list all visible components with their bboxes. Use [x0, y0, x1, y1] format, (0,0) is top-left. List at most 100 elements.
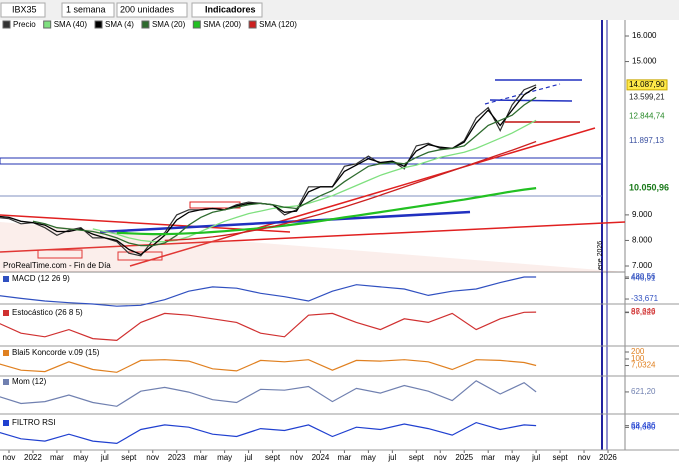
trend-line [99, 210, 471, 234]
x-tick-label: nov [3, 453, 16, 462]
symbol-box[interactable] [0, 2, 46, 18]
indicators-box[interactable] [191, 2, 263, 18]
panel-tick-label: 446,91 [631, 274, 656, 283]
series-line [164, 140, 537, 242]
panel-tick-label: 100 [631, 354, 645, 363]
panel-line [0, 421, 537, 445]
series-line [92, 119, 537, 243]
zone-box [117, 251, 163, 261]
panel-icon [3, 379, 9, 385]
period[interactable]: 1 semana [66, 4, 106, 14]
x-tick-label: nov [146, 453, 159, 462]
panel-line [0, 380, 537, 407]
x-tick-label: sept [265, 453, 281, 462]
price-label: 14.087,90 [629, 80, 665, 89]
x-tick-label: mar [50, 453, 64, 462]
price-label-box [627, 183, 667, 194]
y-tick-label: 15.000 [632, 57, 657, 66]
zone-box [37, 249, 83, 259]
panel-tick-label: 87,229 [631, 308, 656, 317]
panel-label: Estocástico (26 8 5) [12, 308, 83, 317]
x-tick-label: 2023 [168, 453, 186, 462]
x-tick-label: sept [121, 453, 137, 462]
legend-entry: SMA (200) [203, 20, 241, 29]
symbol[interactable]: IBX35 [12, 4, 37, 14]
x-tick-label: mar [338, 453, 352, 462]
y-tick-label: 8.000 [632, 236, 653, 245]
x-tick-label: may [361, 453, 376, 462]
x-tick-label: 2022 [24, 453, 42, 462]
x-tick-label: nov [578, 453, 591, 462]
panel-tick-label: 480,56 [631, 272, 656, 281]
panel-icon [3, 276, 9, 282]
legend-swatch [94, 20, 103, 29]
price-label-box [626, 79, 668, 91]
units-box[interactable] [116, 2, 188, 18]
price-label: 10.050,96 [629, 182, 669, 192]
legend-swatch [2, 20, 11, 29]
panel-icon [3, 350, 9, 356]
x-tick-label: jul [387, 453, 396, 462]
panel-label: MACD (12 26 9) [12, 274, 70, 283]
panel-tick-label: 200 [631, 347, 645, 356]
watermark: ProRealTime.com - Fin de Día [3, 261, 111, 270]
x-tick-label: 2026 [599, 453, 617, 462]
marker-label: ene 2026 [597, 241, 604, 270]
x-tick-label: jul [100, 453, 109, 462]
panel-tick-label: 64,660 [631, 422, 656, 431]
legend-entry: SMA (20) [152, 20, 186, 29]
panel-tick-label: 621,20 [631, 387, 656, 396]
x-tick-label: nov [290, 453, 303, 462]
x-tick-label: jul [531, 453, 540, 462]
series-line [32, 96, 537, 247]
panel-tick-label: 68,436 [631, 421, 656, 430]
legend-entry: SMA (40) [54, 20, 88, 29]
legend-entry: SMA (120) [259, 20, 297, 29]
panel-tick-label: 7,0324 [631, 361, 656, 370]
channel-line [484, 83, 561, 105]
panel-icon [3, 310, 9, 316]
indicators[interactable]: Indicadores [205, 4, 256, 14]
x-tick-label: jul [244, 453, 253, 462]
legend-swatch [192, 20, 201, 29]
x-tick-label: 2025 [455, 453, 473, 462]
legend-swatch [141, 20, 150, 29]
panel-tick-label: -33,671 [631, 294, 659, 303]
price-label-box [627, 135, 667, 146]
legend-swatch [43, 20, 52, 29]
x-tick-label: nov [434, 453, 447, 462]
price-label-box [627, 111, 667, 122]
y-tick-label: 7.000 [632, 261, 653, 270]
price-label: 11.897,13 [629, 136, 665, 145]
legend-swatch [248, 20, 257, 29]
price-label: 13.599,21 [629, 92, 665, 101]
price-label-box [627, 92, 667, 103]
x-tick-label: mar [481, 453, 495, 462]
x-tick-label: may [217, 453, 232, 462]
period-box[interactable] [61, 2, 115, 18]
panel-tick-label: 88,646 [631, 307, 656, 316]
legend-entry: Precio [13, 20, 36, 29]
x-tick-label: mar [194, 453, 208, 462]
trend-line [129, 127, 596, 267]
support-band [0, 157, 603, 165]
panel-label: Blai5 Koncorde v.09 (15) [12, 348, 100, 357]
legend-entry: SMA (4) [105, 20, 134, 29]
series-line [116, 187, 537, 236]
panel-label: Mom (12) [12, 377, 47, 386]
x-tick-label: 2024 [312, 453, 330, 462]
y-tick-label: 16.000 [632, 31, 657, 40]
x-tick-label: sept [553, 453, 569, 462]
panel-line [0, 276, 537, 307]
trend-line [0, 221, 626, 253]
x-tick-label: may [73, 453, 88, 462]
x-tick-label: may [505, 453, 520, 462]
panel-line [0, 359, 537, 373]
x-tick-label: sept [409, 453, 425, 462]
panel-icon [3, 420, 9, 426]
y-tick-label: 9.000 [632, 210, 653, 219]
price-label: 12.844,74 [629, 112, 665, 121]
units[interactable]: 200 unidades [120, 4, 175, 14]
panel-line [0, 311, 537, 342]
